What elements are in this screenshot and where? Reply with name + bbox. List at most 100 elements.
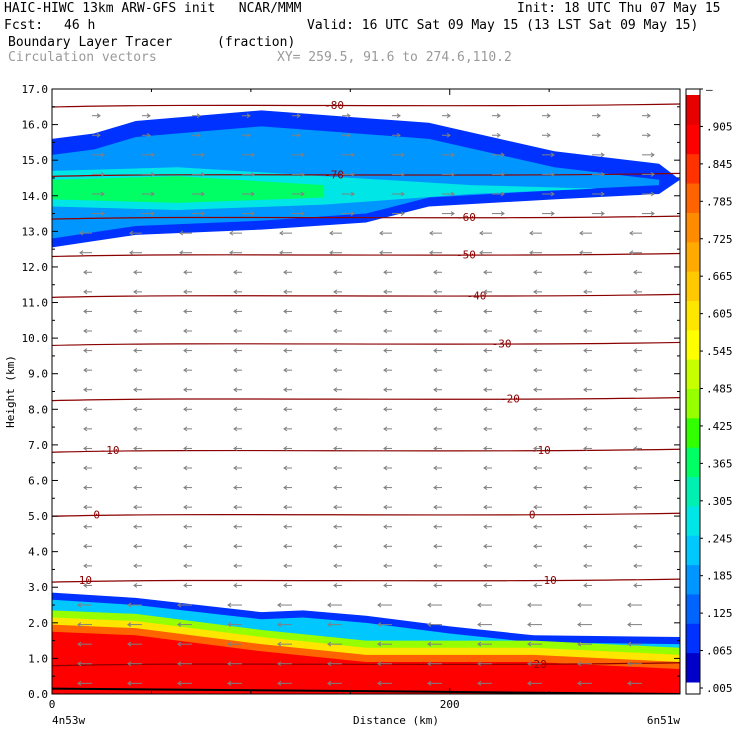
vector-name: Circulation vectors bbox=[8, 50, 157, 65]
circulation-vector bbox=[83, 348, 92, 353]
circulation-vector bbox=[333, 465, 342, 471]
circulation-vector bbox=[229, 250, 242, 256]
colorbar-segment bbox=[686, 300, 700, 331]
circulation-vector bbox=[479, 230, 492, 236]
colorbar-segment bbox=[686, 271, 700, 301]
contour-label: 10 bbox=[79, 574, 92, 587]
colorbar-frame bbox=[685, 88, 701, 695]
y-tick-label: 7.0 bbox=[28, 439, 48, 452]
colorbar-segment bbox=[686, 623, 700, 654]
circulation-vector bbox=[183, 348, 192, 353]
circulation-vector bbox=[83, 406, 92, 412]
circulation-vector bbox=[479, 250, 492, 256]
colorbar-segment bbox=[686, 417, 700, 448]
circulation-vector bbox=[433, 524, 442, 530]
circulation-vector bbox=[542, 211, 555, 216]
y-tick-label: 3.0 bbox=[28, 581, 48, 594]
circulation-vector bbox=[83, 524, 92, 530]
circulation-vector bbox=[192, 211, 205, 216]
circulation-vector bbox=[142, 113, 151, 119]
circulation-vector bbox=[242, 113, 251, 119]
circulation-vector bbox=[133, 289, 142, 295]
circulation-vector bbox=[183, 524, 192, 530]
circulation-vector bbox=[283, 387, 292, 393]
circulation-vector bbox=[533, 583, 542, 588]
circulation-vector bbox=[542, 152, 555, 158]
circulation-vector bbox=[333, 426, 342, 432]
circulation-vector bbox=[427, 641, 442, 647]
circulation-vector bbox=[133, 524, 142, 530]
circulation-vector bbox=[383, 583, 392, 588]
circulation-vector bbox=[377, 622, 392, 628]
circulation-vector bbox=[533, 328, 542, 334]
circulation-vector bbox=[83, 387, 92, 393]
circulation-vector bbox=[433, 563, 442, 569]
circulation-vector bbox=[483, 406, 492, 412]
circulation-vector bbox=[583, 269, 592, 275]
circulation-vector bbox=[183, 406, 192, 412]
circulation-vector bbox=[483, 348, 492, 353]
colorbar-segment bbox=[686, 124, 700, 155]
circulation-vector bbox=[583, 309, 592, 314]
circulation-vector bbox=[183, 269, 192, 275]
colorbar-segment bbox=[686, 241, 700, 272]
contour-label: -70 bbox=[324, 168, 344, 181]
colorbar-segment bbox=[686, 564, 700, 595]
circulation-vector bbox=[183, 504, 192, 510]
circulation-vector bbox=[533, 446, 542, 451]
circulation-vector bbox=[492, 171, 505, 177]
circulation-vector bbox=[192, 152, 205, 158]
circulation-vector bbox=[633, 524, 642, 530]
circulation-vector bbox=[627, 680, 642, 686]
circulation-vector bbox=[579, 250, 592, 256]
circulation-vector bbox=[527, 661, 542, 667]
colorbar-label: .785 bbox=[706, 195, 733, 208]
circulation-vector bbox=[379, 230, 392, 236]
circulation-vector bbox=[183, 309, 192, 314]
colorbar-label: .245 bbox=[706, 532, 733, 545]
circulation-vector bbox=[433, 504, 442, 510]
circulation-vector bbox=[433, 367, 442, 373]
field-name: Boundary Layer Tracer bbox=[8, 35, 173, 50]
circulation-vector bbox=[433, 387, 442, 393]
y-tick-label: 16.0 bbox=[22, 119, 49, 132]
temperature-contour bbox=[52, 215, 680, 220]
circulation-vector bbox=[133, 367, 142, 373]
circulation-vector bbox=[333, 387, 342, 393]
colorbar-label: – bbox=[706, 83, 713, 96]
fcst-value: 46 h bbox=[64, 18, 96, 33]
circulation-vector bbox=[377, 602, 392, 608]
circulation-vector bbox=[592, 132, 601, 138]
circulation-vector bbox=[583, 504, 592, 510]
contour-label: -20 bbox=[500, 393, 520, 406]
circulation-vector bbox=[383, 309, 392, 314]
circulation-vector bbox=[429, 230, 442, 236]
colorbar-label: .905 bbox=[706, 120, 733, 133]
circulation-vector bbox=[133, 563, 142, 569]
circulation-vector bbox=[392, 191, 405, 197]
circulation-vector bbox=[483, 485, 492, 491]
circulation-vector bbox=[127, 641, 142, 647]
circulation-vector bbox=[283, 348, 292, 353]
circulation-vector bbox=[283, 583, 292, 588]
circulation-vector bbox=[379, 250, 392, 256]
circulation-vector bbox=[383, 563, 392, 569]
circulation-vector bbox=[542, 132, 551, 138]
circulation-vector bbox=[133, 504, 142, 510]
circulation-vector bbox=[183, 426, 192, 432]
contour-label: 10 bbox=[543, 574, 556, 587]
circulation-vector bbox=[192, 113, 201, 119]
circulation-vector bbox=[527, 680, 542, 686]
circulation-vector bbox=[629, 230, 642, 236]
circulation-vector bbox=[192, 171, 205, 177]
circulation-vector bbox=[577, 641, 592, 647]
circulation-vector bbox=[577, 602, 592, 608]
circulation-vector bbox=[533, 485, 542, 491]
colorbar-label: .065 bbox=[706, 645, 733, 658]
circulation-vector bbox=[483, 563, 492, 569]
circulation-vector bbox=[383, 406, 392, 412]
circulation-vector bbox=[333, 543, 342, 549]
circulation-vector bbox=[142, 191, 155, 197]
temperature-contour bbox=[52, 103, 680, 108]
circulation-vector bbox=[642, 171, 655, 177]
